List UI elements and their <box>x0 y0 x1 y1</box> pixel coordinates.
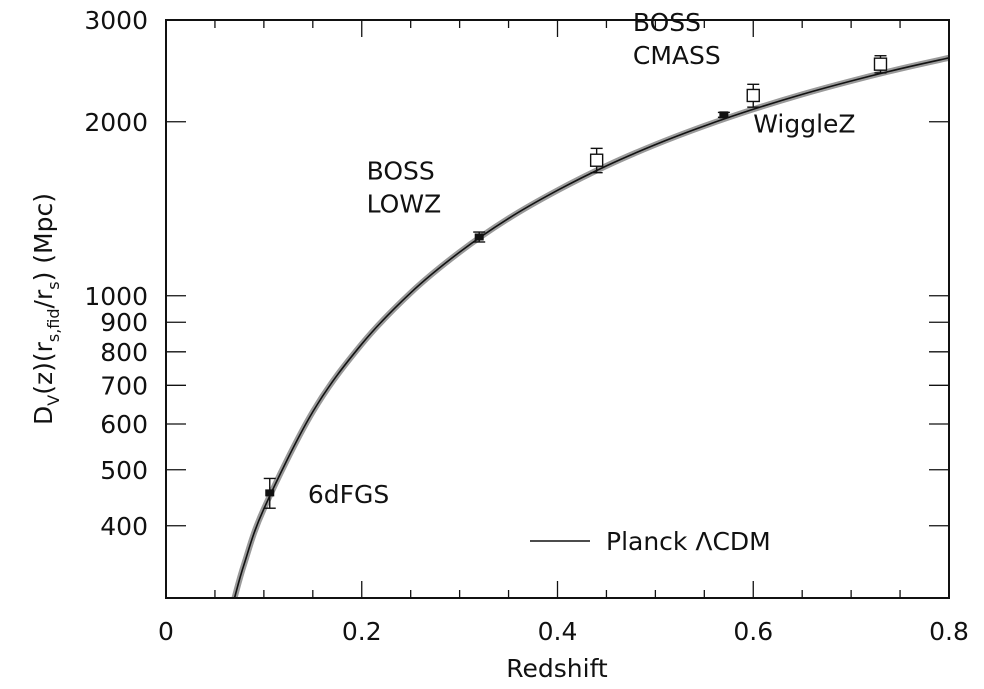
y-title-mpc: ) (Mpc) <box>29 193 58 281</box>
open-square-marker <box>873 57 888 71</box>
annotation-label: WiggleZ <box>753 110 855 139</box>
filled-square-marker <box>265 489 275 497</box>
y-tick-label: 700 <box>100 371 148 400</box>
survey-annotations: 6dFGS BOSS LOWZ BOSS CMASS WiggleZ <box>308 8 856 509</box>
x-axis-title: Redshift <box>506 654 608 683</box>
y-tick-label: 800 <box>100 338 148 367</box>
annotation-label: BOSS <box>367 156 435 185</box>
y-title-slash: /r <box>29 289 58 308</box>
annotation-label: CMASS <box>633 41 721 70</box>
x-tick-labels: 0 0.2 0.4 0.6 0.8 <box>158 617 969 646</box>
filled-square-marker <box>474 233 484 241</box>
y-tick-label: 3000 <box>84 6 148 35</box>
annotation-label: LOWZ <box>367 189 442 218</box>
data-point <box>473 231 486 243</box>
x-minor-ticks <box>214 20 901 598</box>
annotation-label: BOSS <box>633 8 701 37</box>
plot-frame <box>165 19 950 599</box>
x-tick-label: 0.2 <box>342 617 382 646</box>
y-tick-label: 900 <box>100 308 148 337</box>
data-point <box>263 477 276 509</box>
y-tick-label: 500 <box>100 456 148 485</box>
annotation-label: 6dFGS <box>308 480 389 509</box>
filled-square-marker <box>719 111 729 119</box>
y-axis-title: DV(z)(rs,fid/rs) (Mpc) <box>29 193 63 425</box>
y-tick-label: 400 <box>100 512 148 541</box>
x-tick-label: 0.4 <box>538 617 578 646</box>
y-title-sub-s: s <box>44 281 63 289</box>
data-point <box>746 83 760 108</box>
model-curve-line <box>233 57 949 598</box>
y-title-sub-v: V <box>44 395 63 406</box>
legend-label: Planck ΛCDM <box>606 527 771 556</box>
y-ticks <box>166 19 949 527</box>
data-point <box>717 111 730 119</box>
x-major-ticks <box>165 20 950 598</box>
open-square-marker <box>589 153 604 167</box>
y-tick-label: 1000 <box>84 282 148 311</box>
y-title-sub-sfid: s,fid <box>44 308 63 342</box>
open-square-marker <box>746 88 760 103</box>
data-point <box>589 147 604 174</box>
x-tick-label: 0 <box>158 617 174 646</box>
legend: Planck ΛCDM <box>530 527 771 556</box>
data-point <box>873 55 888 74</box>
data-points <box>263 55 888 509</box>
model-curve-band <box>231 54 949 598</box>
y-tick-label: 600 <box>100 410 148 439</box>
y-title-d: D <box>29 406 58 425</box>
y-title-z: (z)(r <box>29 341 58 394</box>
y-tick-label: 2000 <box>84 108 148 137</box>
x-tick-label: 0.8 <box>929 617 969 646</box>
x-tick-label: 0.6 <box>733 617 773 646</box>
